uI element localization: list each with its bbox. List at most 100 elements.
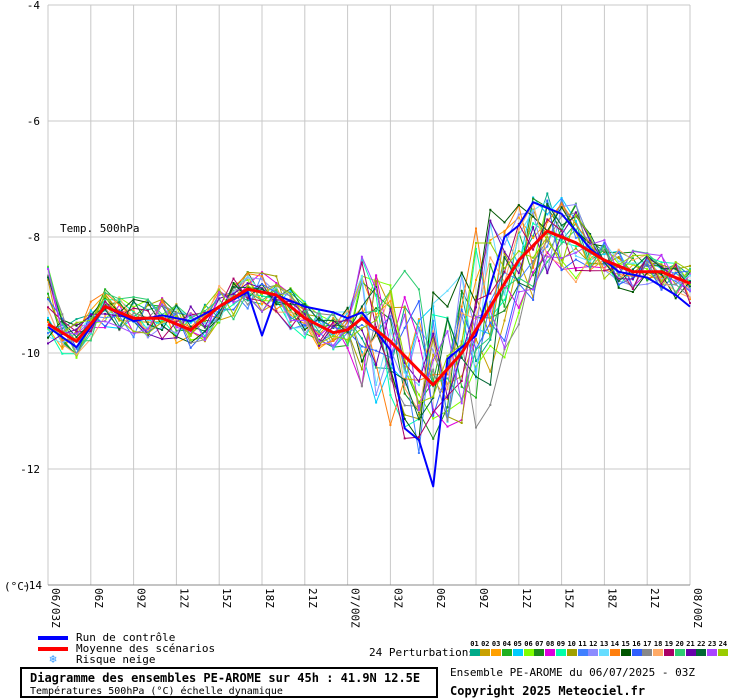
perturbation-point: [175, 332, 178, 334]
diagram-title: Diagramme des ensembles PE-AROME sur 45h…: [30, 671, 421, 685]
perturbation-color-swatch: [620, 649, 631, 656]
perturbation-point: [332, 344, 335, 347]
perturbation-point: [574, 228, 577, 231]
perturbation-point: [631, 257, 634, 260]
perturbation-point: [360, 337, 363, 340]
perturbation-legend-item: 02: [480, 640, 491, 656]
perturbation-point: [261, 283, 263, 286]
perturbation-point: [118, 325, 121, 328]
perturbation-point: [689, 283, 691, 285]
perturbation-point: [446, 396, 449, 399]
perturbation-point: [532, 236, 535, 239]
perturbation-point: [460, 356, 463, 359]
perturbation-point: [503, 267, 506, 270]
perturbation-point: [132, 332, 135, 335]
perturbation-point: [289, 287, 292, 290]
perturbation-number: 23: [707, 640, 717, 648]
perturbation-point: [417, 319, 420, 322]
perturbation-point: [218, 288, 221, 291]
perturbation-point: [417, 393, 420, 396]
perturbation-point: [104, 325, 107, 328]
perturbation-point: [275, 310, 278, 313]
perturbation-point: [232, 303, 235, 306]
perturbation-point: [417, 408, 420, 411]
perturbation-point: [489, 383, 492, 386]
perturbation-point: [432, 330, 435, 333]
perturbation-point: [617, 280, 620, 283]
perturbation-point: [603, 277, 606, 280]
perturbation-point: [375, 313, 378, 316]
perturbation-point: [318, 319, 321, 322]
perturbation-legend-item: 07: [534, 640, 545, 656]
perturbation-point: [75, 347, 78, 350]
perturbation-point: [246, 282, 249, 285]
perturbation-point: [218, 289, 221, 292]
perturbation-number: 20: [675, 640, 684, 648]
perturbation-point: [175, 304, 178, 307]
perturbation-point: [532, 288, 535, 291]
perturbation-point: [175, 320, 178, 323]
perturbation-point: [303, 303, 306, 306]
snowflake-icon: ❄: [49, 652, 57, 666]
perturbation-point: [403, 358, 406, 361]
perturbation-legend-item: 20: [674, 640, 685, 656]
perturbation-point: [275, 292, 278, 295]
perturbation-point: [446, 305, 449, 308]
perturbation-point: [246, 279, 249, 281]
chart-annotation: Temp. 500hPa: [60, 222, 139, 235]
perturbation-point: [203, 311, 206, 314]
perturbation-point: [89, 339, 92, 342]
perturbation-point: [161, 329, 164, 331]
perturbation-point: [660, 273, 663, 276]
perturbations-count: 24 Perturbations: [369, 646, 475, 659]
perturbation-point: [475, 227, 477, 230]
perturbation-point: [375, 316, 378, 318]
legend-control-label: Run de contrôle: [76, 631, 176, 644]
perturbation-legend-item: 09: [555, 640, 566, 656]
perturbation-point: [660, 261, 663, 264]
perturbation-point: [246, 297, 249, 300]
perturbation-point: [560, 269, 563, 272]
perturbation-point: [47, 321, 49, 323]
perturbation-point: [118, 297, 121, 300]
perturbation-point: [389, 290, 392, 293]
perturbation-point: [389, 329, 392, 331]
perturbation-point: [574, 251, 577, 254]
perturbation-point: [503, 346, 506, 349]
perturbation-point: [261, 288, 263, 291]
perturbation-point: [89, 317, 92, 320]
perturbation-point: [517, 234, 520, 237]
perturbation-point: [75, 324, 78, 327]
perturbation-point: [47, 276, 49, 279]
perturbation-point: [546, 213, 549, 216]
legend-mean-label: Moyenne des scénarios: [76, 642, 216, 655]
perturbation-point: [261, 293, 263, 296]
legend-control: Run de contrôle: [38, 631, 175, 644]
perturbation-point: [489, 263, 492, 266]
perturbation-point: [446, 409, 449, 412]
perturbation-point: [146, 304, 149, 307]
perturbation-point: [503, 231, 506, 234]
perturbation-point: [332, 321, 335, 324]
perturbation-point: [203, 325, 206, 328]
perturbation-point: [289, 326, 292, 329]
perturbation-point: [646, 283, 649, 286]
perturbation-point: [560, 197, 563, 199]
perturbation-point: [218, 315, 221, 317]
perturbation-point: [318, 340, 321, 343]
perturbation-point: [432, 291, 435, 294]
perturbation-point: [446, 317, 449, 320]
perturbation-point: [175, 306, 178, 309]
perturbation-point: [560, 233, 563, 236]
perturbation-color-swatch: [469, 649, 480, 656]
perturbation-point: [617, 256, 620, 258]
perturbation-point: [503, 356, 506, 359]
perturbation-point: [475, 360, 477, 362]
perturbation-point: [104, 298, 107, 301]
perturbation-point: [289, 295, 292, 298]
perturbation-point: [375, 401, 378, 404]
perturbation-point: [246, 284, 249, 287]
perturbation-point: [104, 315, 107, 318]
perturbation-point: [161, 338, 164, 341]
perturbation-color-swatch: [523, 649, 534, 656]
